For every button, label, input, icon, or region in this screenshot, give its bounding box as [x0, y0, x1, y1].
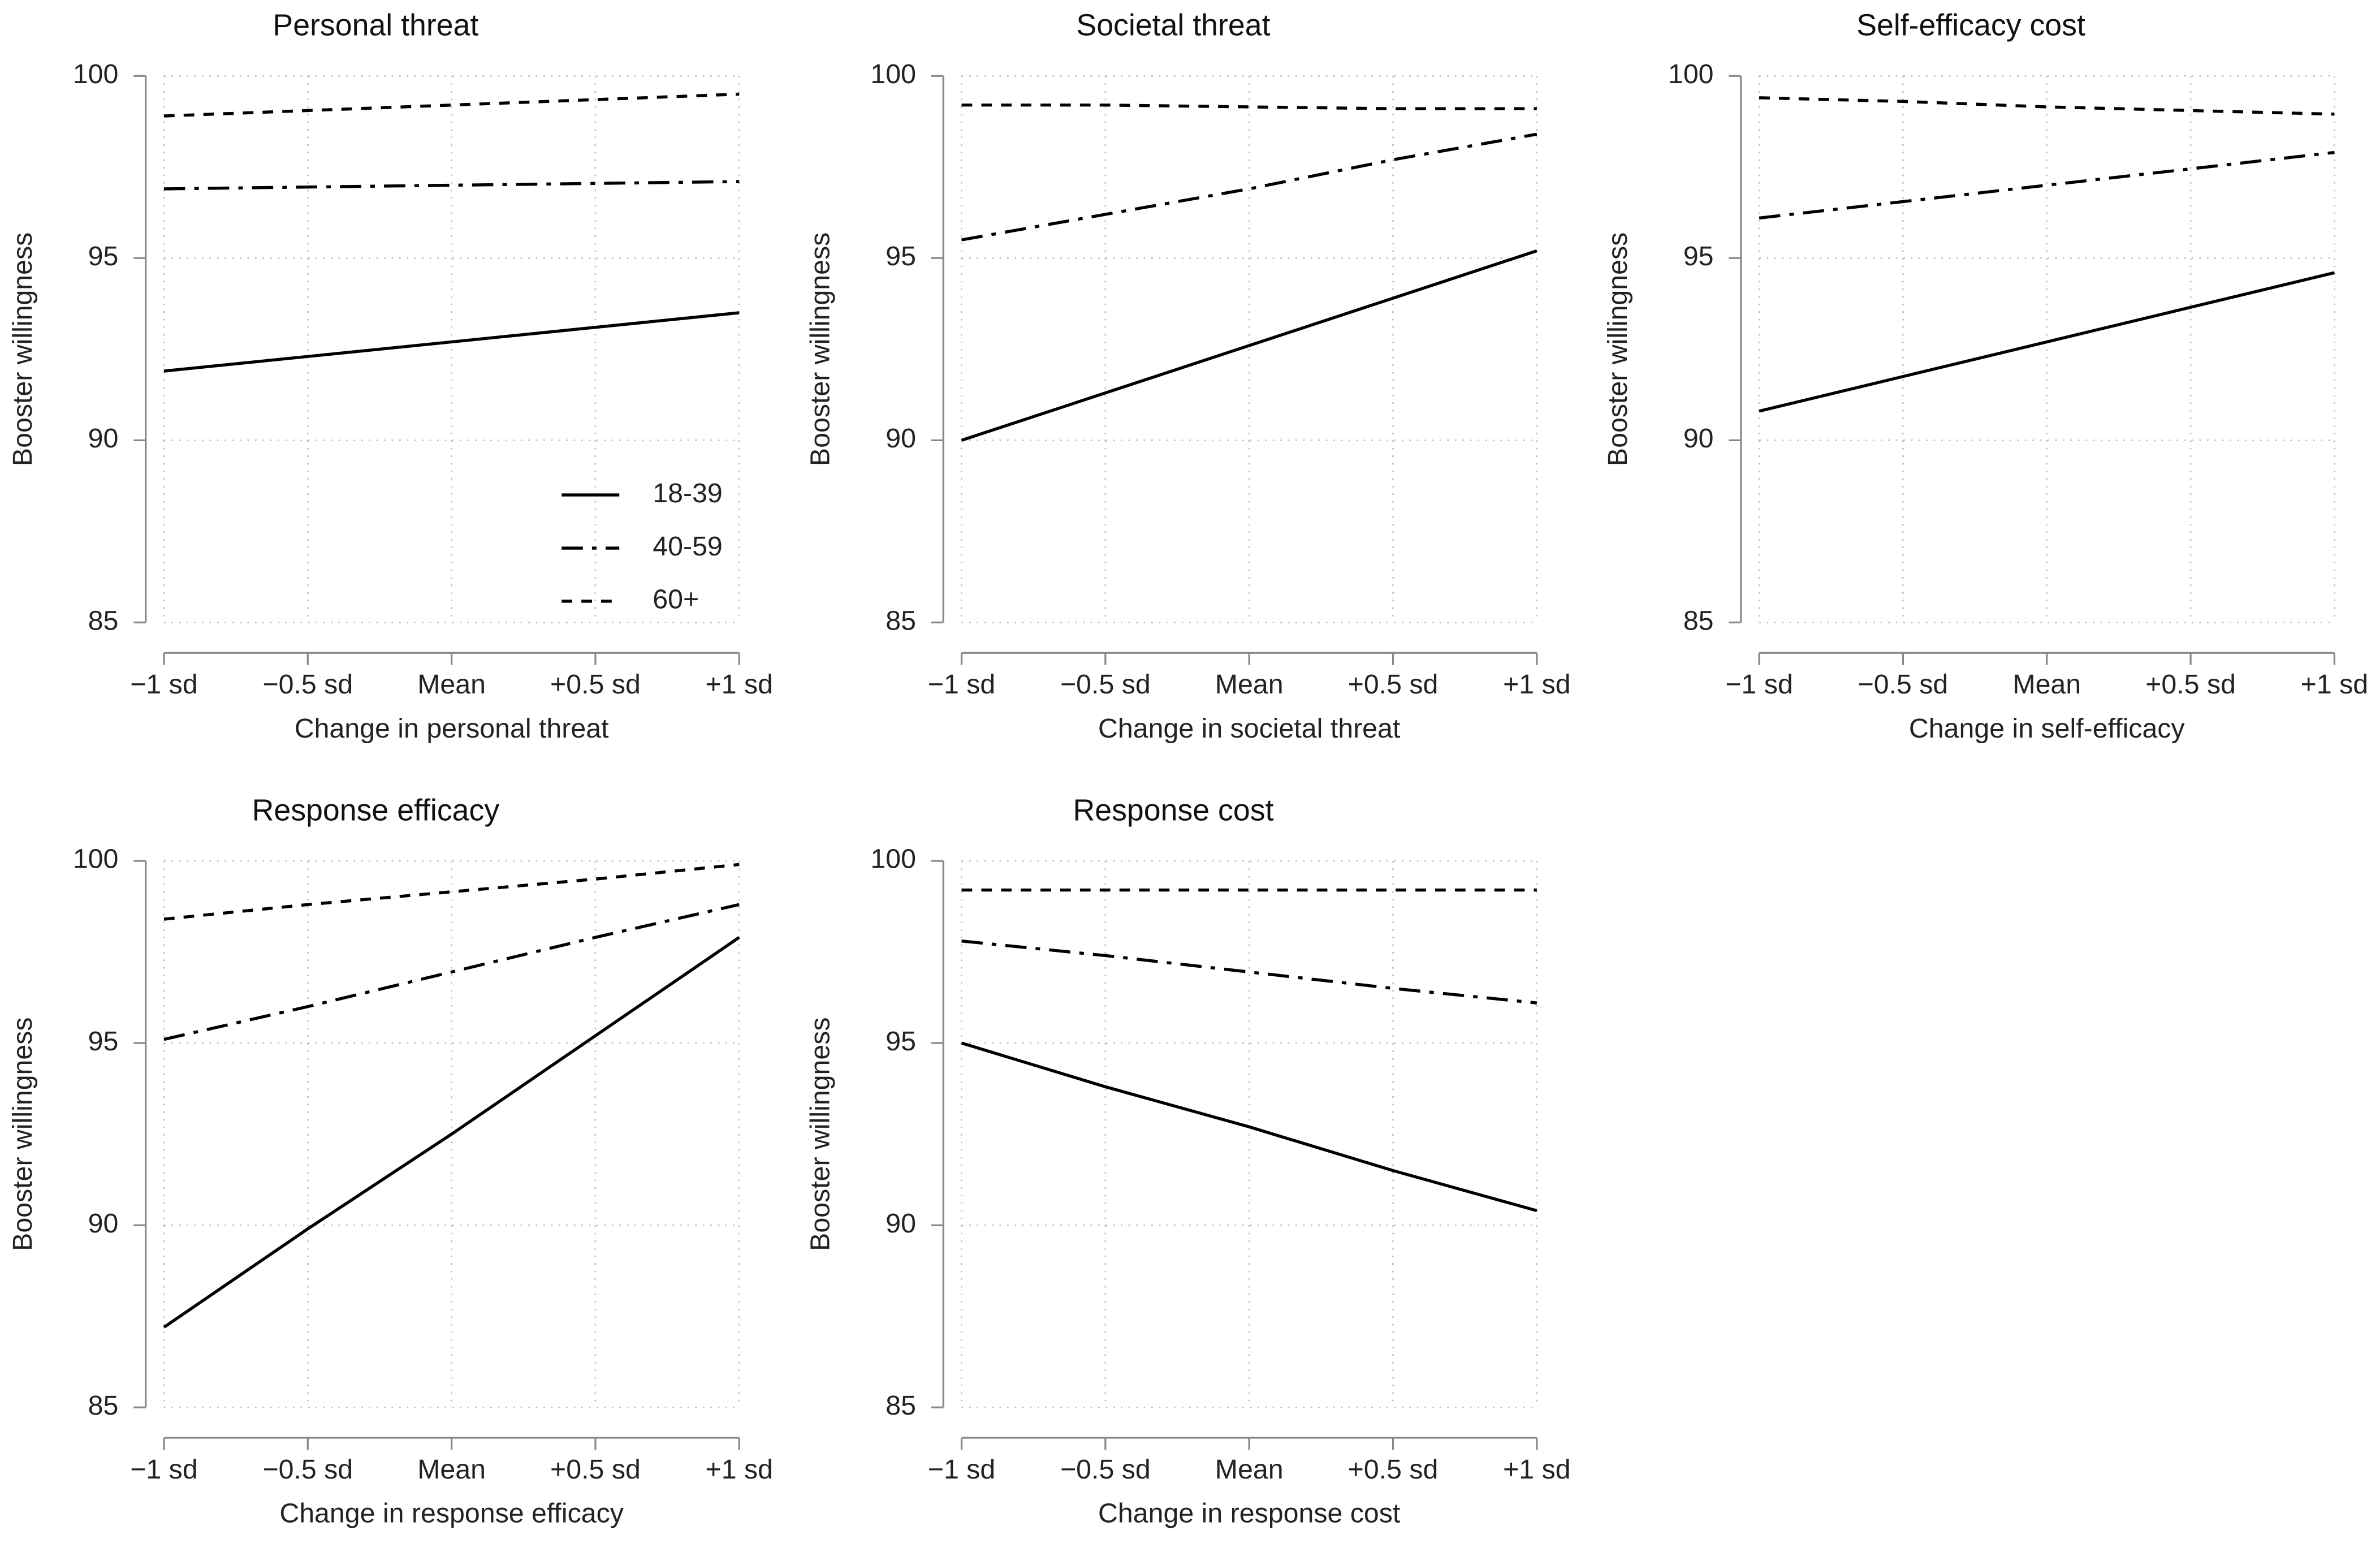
x-tick-label: −0.5 sd: [1060, 669, 1151, 700]
x-tick-label: −1 sd: [130, 669, 198, 700]
x-tick-label: −0.5 sd: [262, 1454, 353, 1485]
x-axis-label: Change in self-efficacy: [1909, 713, 2185, 744]
y-tick-label: 85: [88, 1390, 119, 1421]
y-tick-label: 85: [88, 605, 119, 636]
y-axis-label: Booster willingness: [805, 1017, 835, 1251]
y-tick-label: 100: [1668, 59, 1714, 89]
x-tick-label: −0.5 sd: [262, 669, 353, 700]
x-axis-label: Change in response cost: [1098, 1498, 1401, 1529]
series-line: [961, 1041, 1537, 1213]
y-axis-label: Booster willingness: [7, 1017, 38, 1251]
x-tick-label: +1 sd: [1503, 1454, 1571, 1485]
series-line: [163, 92, 740, 118]
series-line: [163, 311, 740, 373]
series-line: [163, 903, 740, 1041]
series-line: [163, 936, 740, 1329]
y-tick-label: 90: [88, 1208, 119, 1239]
x-tick-label: +1 sd: [706, 669, 774, 700]
y-tick-label: 100: [73, 59, 119, 89]
chart-title: Societal threat: [1076, 8, 1270, 42]
series-line: [1759, 96, 2335, 116]
series-line: [163, 180, 740, 191]
y-tick-label: 100: [870, 844, 916, 874]
y-tick-label: 90: [886, 423, 916, 454]
x-axis-label: Change in societal threat: [1098, 713, 1401, 744]
x-tick-label: Mean: [1215, 1454, 1284, 1485]
x-tick-label: +1 sd: [706, 1454, 774, 1485]
y-tick-label: 85: [886, 1390, 916, 1421]
y-tick-label: 95: [1683, 241, 1714, 271]
x-tick-label: −1 sd: [130, 1454, 198, 1485]
y-tick-label: 100: [73, 844, 119, 874]
y-axis-label: Booster willingness: [805, 232, 835, 466]
x-tick-label: Mean: [417, 1454, 486, 1485]
series-line: [1759, 271, 2335, 413]
series-line: [961, 249, 1537, 442]
y-tick-label: 90: [1683, 423, 1714, 454]
x-tick-label: −0.5 sd: [1060, 1454, 1151, 1485]
y-tick-label: 95: [886, 241, 916, 271]
y-tick-label: 100: [870, 59, 916, 89]
x-axis-label: Change in personal threat: [295, 713, 609, 744]
series-line: [163, 863, 740, 921]
y-tick-label: 85: [1683, 605, 1714, 636]
x-tick-label: −1 sd: [928, 669, 996, 700]
y-tick-label: 95: [88, 1026, 119, 1057]
x-tick-label: Mean: [2012, 669, 2081, 700]
x-tick-label: −1 sd: [1725, 669, 1793, 700]
y-tick-label: 90: [88, 423, 119, 454]
x-tick-label: Mean: [1215, 669, 1284, 700]
y-axis-label: Booster willingness: [7, 232, 38, 466]
legend-label: 40-59: [653, 531, 723, 562]
x-tick-label: +0.5 sd: [2145, 669, 2236, 700]
x-tick-label: +0.5 sd: [550, 669, 641, 700]
series-line: [961, 939, 1537, 1005]
chart-title: Response cost: [1073, 793, 1273, 827]
x-tick-label: −0.5 sd: [1858, 669, 1949, 700]
x-axis-label: Change in response efficacy: [279, 1498, 624, 1529]
series-line: [961, 104, 1537, 110]
x-tick-label: +1 sd: [1503, 669, 1571, 700]
y-tick-label: 90: [886, 1208, 916, 1239]
chart-title: Response efficacy: [252, 793, 500, 827]
y-axis-label: Booster willingness: [1602, 232, 1633, 466]
series-line: [1759, 150, 2335, 220]
y-tick-label: 95: [88, 241, 119, 271]
y-tick-label: 95: [886, 1026, 916, 1057]
series-line: [961, 132, 1537, 242]
x-tick-label: +0.5 sd: [1348, 669, 1439, 700]
x-tick-label: +1 sd: [2301, 669, 2369, 700]
chart-title: Self-efficacy cost: [1856, 8, 2085, 42]
x-tick-label: Mean: [417, 669, 486, 700]
legend-label: 18-39: [653, 478, 723, 508]
chart-title: Personal threat: [273, 8, 478, 42]
legend-label: 60+: [653, 584, 699, 615]
x-tick-label: −1 sd: [928, 1454, 996, 1485]
y-tick-label: 85: [886, 605, 916, 636]
x-tick-label: +0.5 sd: [1348, 1454, 1439, 1485]
x-tick-label: +0.5 sd: [550, 1454, 641, 1485]
